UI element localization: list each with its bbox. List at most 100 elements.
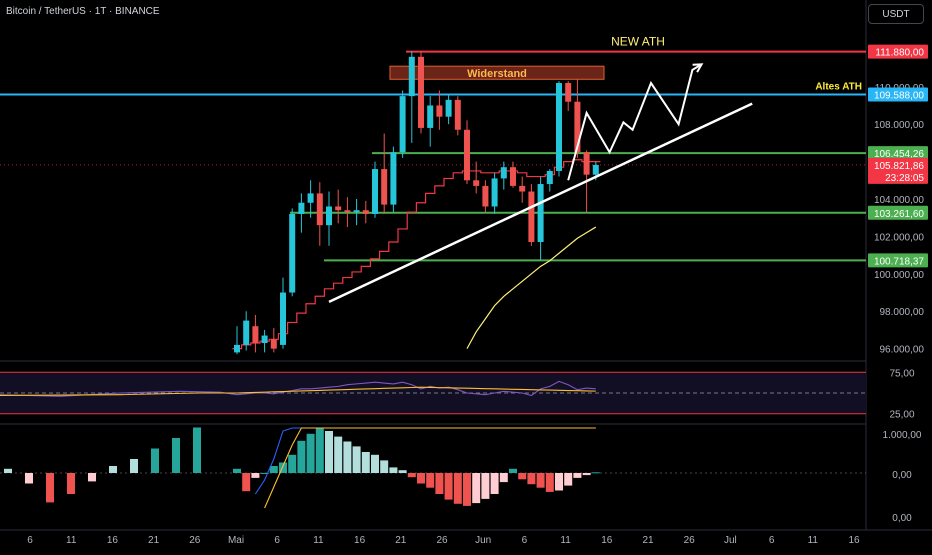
trendline [328,102,753,304]
currency-selector[interactable]: USDT [868,4,924,24]
candle-body [565,83,572,102]
macd-hist-bar [297,440,306,473]
date-tick: 26 [684,535,696,546]
price-tick: 96.000,00 [880,345,925,356]
date-tick: 11 [313,535,324,546]
date-tick: 16 [601,535,613,546]
candle-body [234,344,240,353]
macd-hist-bar [453,473,462,504]
price-badge-label: 106.454,26 [874,149,924,160]
date-tick: 16 [848,535,860,546]
macd-line [254,427,596,495]
resistance-zone [389,65,605,80]
candle-body [344,210,351,213]
date-tick: 11 [66,535,77,546]
new-ath-label: NEW ATH [611,35,665,49]
macd-hist-bar [361,452,370,473]
candle-body [454,99,461,130]
chart-title: Bitcoin / TetherUS · 1T · BINANCE [6,6,160,17]
date-tick: 16 [354,535,366,546]
macd-hist-bar [288,454,297,473]
candle-body [519,185,526,192]
macd-hist-bar [426,473,435,488]
candle-body [418,56,424,128]
macd-hist-bar [407,473,416,478]
macd-hist-bar [193,427,201,473]
date-tick: 11 [560,535,571,546]
candle-body [252,326,259,344]
macd-hist-bar [463,473,471,506]
rsi-tick: 75,00 [889,368,914,379]
macd-hist-bar [172,438,180,473]
date-tick: 21 [148,535,160,546]
macd-hist-bar [380,460,389,473]
date-tick: 16 [107,535,119,546]
date-tick: Jul [724,535,737,546]
rsi-tick: 25,00 [889,410,914,421]
candle-body [491,178,498,207]
macd-hist-bar [67,473,75,494]
candle-body [372,169,378,214]
price-badge-label: 100.718,37 [874,256,924,267]
candle-body [408,56,415,97]
macd-hist-bar [306,433,315,473]
candle-body [353,210,360,213]
price-badge-label: 105.821,86 [874,161,924,172]
macd-hist-bar [490,473,499,494]
macd-hist-bar [481,473,490,499]
candle-body [500,167,507,179]
macd-hist-bar [472,473,481,504]
macd-hist-bar [371,454,379,473]
date-tick: 6 [522,535,528,546]
candle-body [362,210,369,214]
candle-body [473,180,480,186]
macd-hist-bar [130,459,138,473]
macd-hist-bar [389,467,398,473]
macd-hist-bar [325,431,333,473]
date-tick: Mai [228,535,244,546]
macd-hist-bar [4,468,12,473]
candle-body [243,320,250,345]
price-tick: 100.000,00 [874,270,924,281]
candle-body [510,167,516,186]
candle-body [528,191,535,243]
macd-hist-bar [499,473,508,483]
macd-hist-bar [25,473,33,484]
macd-hist-bar [343,441,352,473]
macd-tick: 0,00 [892,513,912,524]
rsi-line [0,380,596,397]
macd-hist-bar [352,446,361,473]
macd-hist-bar [151,448,159,473]
rsi-ma-line [0,386,596,397]
candle-body [445,99,452,117]
macd-hist-bar [518,473,527,480]
macd-hist-bar [242,473,251,492]
candle-body [280,292,286,345]
ema-line [232,159,601,350]
macd-hist-bar [334,436,343,473]
candle-body [583,152,590,175]
macd-hist-bar [536,473,545,488]
date-tick: 21 [395,535,407,546]
candle-body [335,206,342,211]
candle-body [464,129,470,181]
macd-hist-bar [573,473,582,478]
macd-hist-bar [315,427,324,473]
macd-hist-bar [109,466,117,473]
date-tick: 11 [808,535,819,546]
price-badge-label: 109.588,00 [874,90,924,101]
date-tick: 26 [189,535,201,546]
price-tick: 108.000,00 [874,120,924,131]
macd-hist-bar [545,473,554,492]
date-tick: 26 [436,535,448,546]
price-badge [868,205,928,220]
candle-body [436,105,443,117]
macd-hist-bar [509,468,517,473]
date-tick: 6 [274,535,280,546]
candle-body [427,105,434,128]
candle-body [316,193,323,226]
resistance-label: Widerstand [467,68,527,80]
date-tick: 21 [642,535,654,546]
